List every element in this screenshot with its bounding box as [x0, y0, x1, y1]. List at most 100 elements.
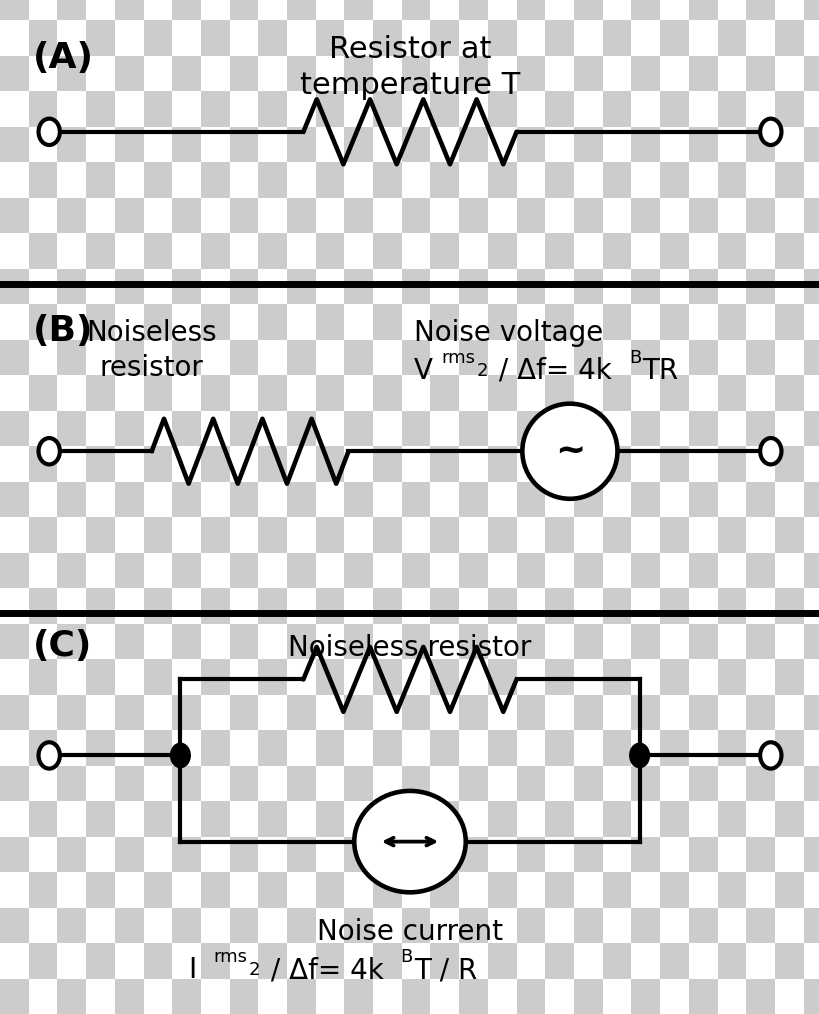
Bar	[115, 659, 143, 695]
Bar	[631, 624, 659, 659]
Bar	[573, 0, 602, 20]
Bar	[86, 162, 115, 198]
Bar	[86, 269, 115, 304]
Bar	[659, 20, 688, 56]
Bar	[287, 127, 315, 162]
Bar	[745, 56, 774, 91]
Bar	[115, 553, 143, 588]
Bar	[115, 269, 143, 304]
Bar	[745, 411, 774, 446]
Bar	[573, 20, 602, 56]
Bar	[659, 198, 688, 233]
Bar	[115, 908, 143, 943]
Bar	[0, 340, 29, 375]
Bar	[229, 0, 258, 20]
Bar	[688, 340, 717, 375]
Bar	[373, 411, 401, 446]
Bar	[373, 304, 401, 340]
Bar	[745, 659, 774, 695]
Bar	[29, 340, 57, 375]
Bar	[659, 411, 688, 446]
Bar	[516, 730, 545, 766]
Bar	[258, 553, 287, 588]
Bar	[344, 0, 373, 20]
Bar	[631, 233, 659, 269]
Bar	[401, 908, 430, 943]
Bar	[659, 624, 688, 659]
Bar	[487, 269, 516, 304]
Bar	[745, 482, 774, 517]
Bar	[115, 446, 143, 482]
Text: Noiseless
resistor: Noiseless resistor	[86, 319, 217, 382]
Bar	[659, 340, 688, 375]
Bar	[86, 411, 115, 446]
Bar	[287, 872, 315, 908]
Bar	[115, 482, 143, 517]
Bar	[172, 837, 201, 872]
Bar	[229, 624, 258, 659]
Bar	[688, 766, 717, 801]
Bar	[487, 198, 516, 233]
Bar	[459, 801, 487, 837]
Bar	[344, 340, 373, 375]
Bar	[688, 233, 717, 269]
Bar	[803, 979, 819, 1014]
Bar	[29, 446, 57, 482]
Bar	[430, 695, 459, 730]
Bar	[545, 446, 573, 482]
Bar	[287, 162, 315, 198]
Text: TR: TR	[641, 357, 677, 385]
Bar	[143, 91, 172, 127]
Bar	[774, 482, 803, 517]
Bar	[201, 943, 229, 979]
Bar	[315, 198, 344, 233]
Bar	[745, 872, 774, 908]
Bar	[688, 979, 717, 1014]
Bar	[774, 340, 803, 375]
Circle shape	[170, 743, 190, 768]
Bar	[29, 695, 57, 730]
Bar	[201, 979, 229, 1014]
Bar	[287, 588, 315, 624]
Bar	[86, 659, 115, 695]
Bar	[258, 233, 287, 269]
Bar	[545, 127, 573, 162]
Bar	[172, 588, 201, 624]
Bar	[631, 375, 659, 411]
Bar	[57, 340, 86, 375]
Bar	[344, 695, 373, 730]
Bar	[487, 411, 516, 446]
Bar	[573, 56, 602, 91]
Bar	[745, 0, 774, 20]
Bar	[0, 411, 29, 446]
Bar	[659, 304, 688, 340]
Bar	[229, 908, 258, 943]
Bar	[631, 943, 659, 979]
Bar	[229, 162, 258, 198]
Bar	[57, 659, 86, 695]
Bar	[86, 304, 115, 340]
Bar	[315, 56, 344, 91]
Bar	[172, 233, 201, 269]
Bar	[143, 943, 172, 979]
Bar	[0, 695, 29, 730]
Bar	[287, 837, 315, 872]
Bar	[229, 979, 258, 1014]
Bar	[143, 304, 172, 340]
Bar	[344, 233, 373, 269]
Circle shape	[38, 438, 60, 464]
Bar	[201, 659, 229, 695]
Bar	[57, 127, 86, 162]
Bar	[401, 588, 430, 624]
Bar	[315, 659, 344, 695]
Bar	[29, 659, 57, 695]
Bar	[229, 127, 258, 162]
Bar	[573, 659, 602, 695]
Bar	[745, 304, 774, 340]
Bar	[29, 872, 57, 908]
Bar	[0, 91, 29, 127]
Bar	[315, 162, 344, 198]
Bar	[717, 908, 745, 943]
Bar	[0, 304, 29, 340]
Bar	[688, 198, 717, 233]
